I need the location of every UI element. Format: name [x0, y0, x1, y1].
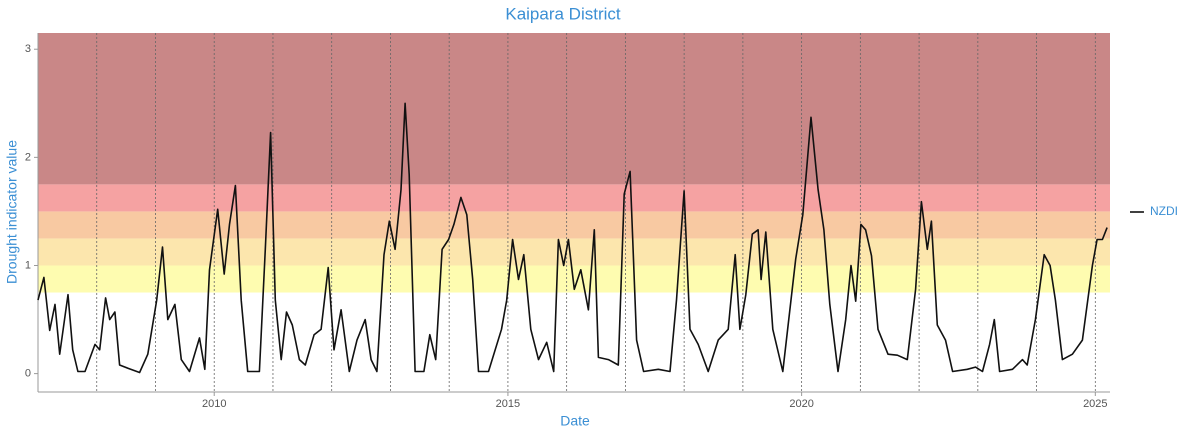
x-tick-label: 2025 — [1083, 398, 1107, 410]
y-tick-label: 3 — [25, 43, 31, 55]
data-line — [37, 102, 1108, 374]
legend-label: NZDI — [1150, 204, 1178, 218]
y-tick-label: 2 — [25, 151, 31, 163]
y-tick-label: 1 — [25, 259, 31, 271]
threshold-band — [38, 238, 1110, 266]
threshold-band — [38, 184, 1110, 212]
threshold-band — [38, 33, 1110, 185]
y-tick-label: 0 — [25, 368, 31, 380]
chart-title: Kaipara District — [505, 4, 621, 23]
threshold-band — [38, 211, 1110, 239]
y-axis-label: Drought indicator value — [4, 140, 20, 284]
x-tick-label: 2015 — [496, 398, 520, 410]
x-tick-label: 2020 — [789, 398, 813, 410]
x-axis-label: Date — [560, 413, 590, 429]
x-tick-label: 2010 — [202, 398, 226, 410]
